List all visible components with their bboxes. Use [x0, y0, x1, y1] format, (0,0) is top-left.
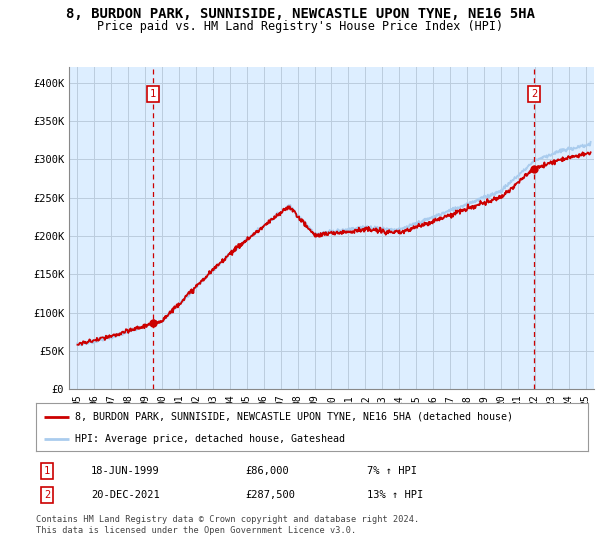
Text: 8, BURDON PARK, SUNNISIDE, NEWCASTLE UPON TYNE, NE16 5HA: 8, BURDON PARK, SUNNISIDE, NEWCASTLE UPO… [65, 7, 535, 21]
Text: HPI: Average price, detached house, Gateshead: HPI: Average price, detached house, Gate… [74, 434, 344, 444]
Text: 7% ↑ HPI: 7% ↑ HPI [367, 466, 417, 475]
Text: £86,000: £86,000 [246, 466, 290, 475]
Text: 18-JUN-1999: 18-JUN-1999 [91, 466, 160, 475]
Text: 2: 2 [44, 491, 50, 500]
Text: 2: 2 [531, 89, 538, 99]
Text: 8, BURDON PARK, SUNNISIDE, NEWCASTLE UPON TYNE, NE16 5HA (detached house): 8, BURDON PARK, SUNNISIDE, NEWCASTLE UPO… [74, 412, 512, 422]
Text: 1: 1 [150, 89, 156, 99]
Text: 1: 1 [44, 466, 50, 475]
Text: 13% ↑ HPI: 13% ↑ HPI [367, 491, 424, 500]
Text: £287,500: £287,500 [246, 491, 296, 500]
Text: Contains HM Land Registry data © Crown copyright and database right 2024.
This d: Contains HM Land Registry data © Crown c… [36, 515, 419, 535]
Text: Price paid vs. HM Land Registry's House Price Index (HPI): Price paid vs. HM Land Registry's House … [97, 20, 503, 33]
Text: 20-DEC-2021: 20-DEC-2021 [91, 491, 160, 500]
